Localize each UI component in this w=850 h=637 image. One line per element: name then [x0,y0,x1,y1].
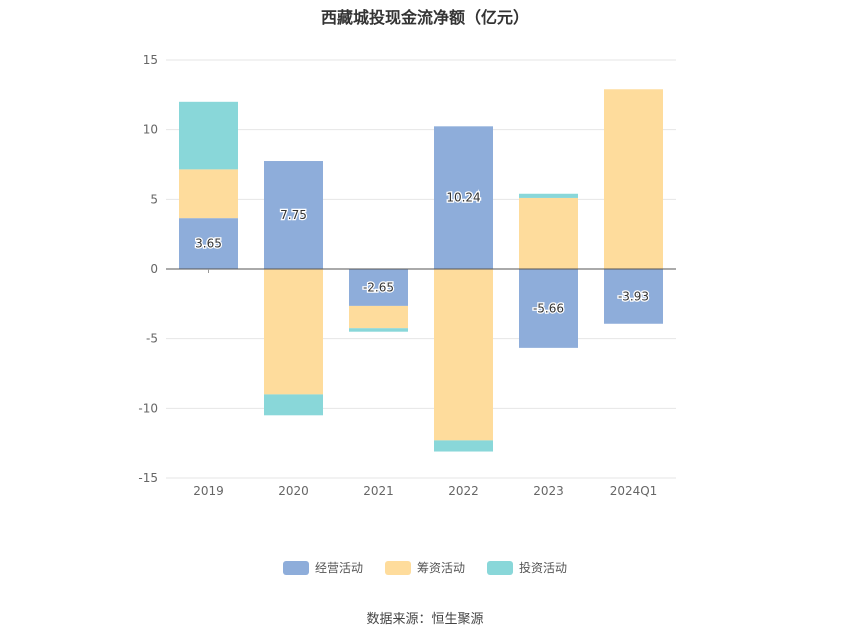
legend-label: 经营活动 [314,561,363,575]
bar-segment [519,269,578,348]
x-tick-label: 2019 [193,484,224,498]
source-note: 数据来源：恒生聚源 [366,612,484,627]
bar-segment [434,440,493,452]
y-tick-label: 5 [150,192,158,206]
x-tick-label: 2023 [533,484,564,498]
legend-item[interactable]: 投资活动 [487,559,567,576]
data-label: -5.66 [533,301,564,315]
x-tick-label: 2024Q1 [610,484,658,498]
bar-segment [604,89,663,269]
y-tick-label: -5 [146,332,158,346]
legend-label: 投资活动 [519,561,568,575]
chart-title: 西藏城投现金流净额（亿元） [320,8,529,27]
axis-labels: 15 10 5 0 -5 -10 -15 2019 2020 2021 2022 2023 2024Q1 [138,53,657,498]
y-tick-label: 15 [143,53,158,67]
bar-segment [179,101,238,170]
legend-label: 筹资活动 [416,561,465,575]
y-tick-label: 0 [150,262,158,276]
y-tick-label: -15 [138,471,158,485]
bar-segment [179,169,238,219]
legend: 经营活动 筹资活动 投资活动 [0,559,850,576]
data-label: 3.65 [195,237,222,251]
data-labels: 3.65 7.75 -2.65 10.24 -5.66 -3.93 [194,189,650,316]
legend-item[interactable]: 筹资活动 [384,559,465,576]
bar-segment [179,218,238,269]
data-label: -2.65 [363,280,394,294]
legend-item[interactable]: 经营活动 [282,559,363,576]
data-label: 7.75 [280,208,307,222]
bar-segment [434,126,493,270]
bar-segment [264,161,323,269]
x-tick-label: 2022 [448,484,479,498]
x-tick-label: 2021 [363,484,394,498]
legend-swatch [384,560,411,575]
y-tick-label: 10 [143,123,158,137]
x-tick-label: 2020 [278,484,309,498]
bar-segment [349,305,408,329]
bar-segment [264,394,323,416]
grid-lines [166,59,676,479]
bar-segment [604,269,663,324]
legend-swatch [487,560,513,575]
bars [179,89,663,452]
bar-segment [264,269,323,395]
bar-segment [349,328,408,332]
bar-segment [349,269,408,306]
data-label: 10.24 [446,191,480,205]
bar-segment [434,269,493,441]
bar-segment [519,193,578,198]
bar-segment [519,197,578,269]
y-tick-label: -10 [138,401,158,415]
legend-swatch [282,560,309,575]
data-label: -3.93 [618,289,649,303]
